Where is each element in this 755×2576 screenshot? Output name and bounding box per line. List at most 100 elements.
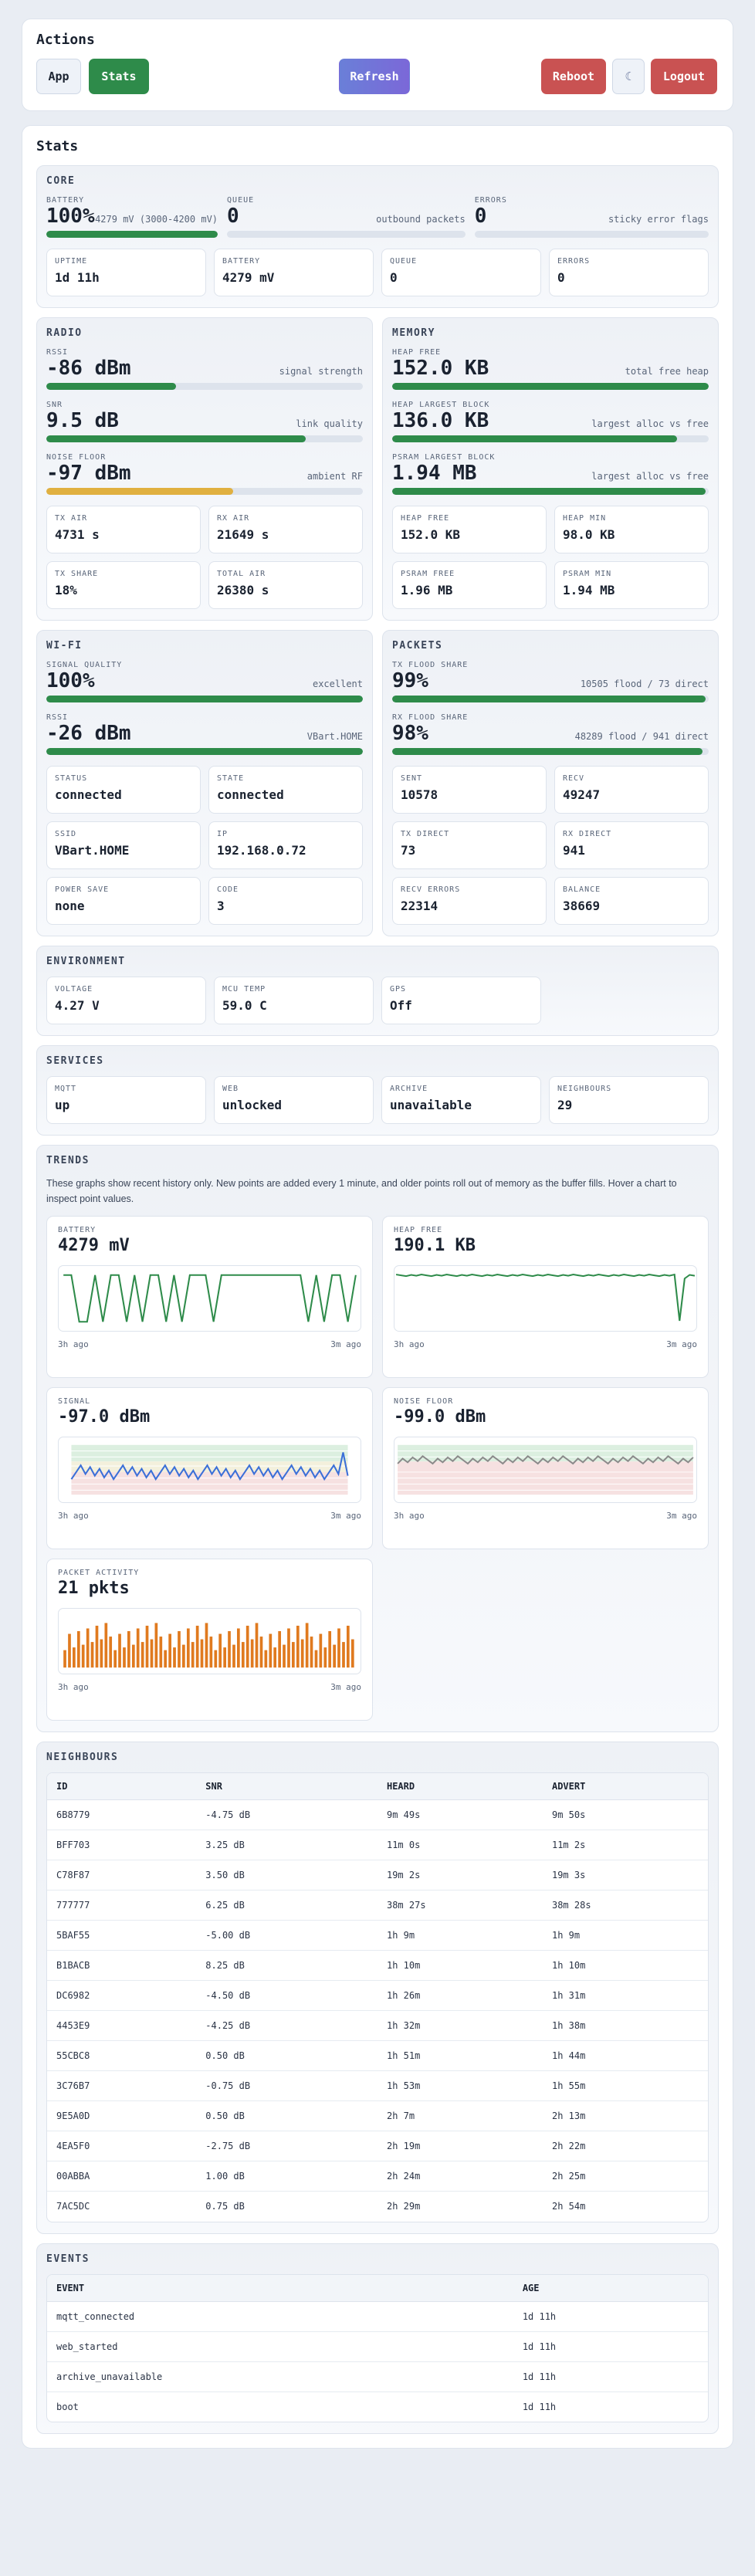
tile-status: STATUS connected <box>46 766 201 814</box>
neighbours-cell: -2.75 dB <box>196 2131 378 2161</box>
environment-section: ENVIRONMENT VOLTAGE 4.27 V MCU TEMP 59.0 C… <box>36 946 719 1036</box>
metric-note: ambient RF <box>306 471 363 482</box>
noise-chart-svg <box>397 1444 694 1495</box>
packet-activity-bar <box>191 1642 195 1668</box>
refresh-button[interactable]: Refresh <box>339 59 410 94</box>
packet-activity-bar <box>127 1631 130 1668</box>
packet-activity-bar <box>113 1650 117 1668</box>
tile-gps: GPS Off <box>381 977 541 1024</box>
packet-activity-bar <box>73 1647 76 1668</box>
core-metrics: BATTERY 100% 4279 mV (3000-4200 mV) QUEU… <box>46 196 709 238</box>
table-row: 4453E9 -4.25 dB 1h 32m 1h 38m <box>47 2010 708 2041</box>
packet-activity-bar <box>291 1642 295 1668</box>
metric-progress-bar <box>392 435 709 442</box>
metric-row: 9.5 dB link quality <box>46 409 363 432</box>
tile-value: unlocked <box>222 1098 283 1112</box>
stats-button[interactable]: Stats <box>89 59 149 94</box>
tile-label: TX DIRECT <box>401 830 450 838</box>
metric-row: 98% 48289 flood / 941 direct <box>392 722 709 745</box>
theme-toggle-moon-icon[interactable]: ☾ <box>612 59 645 94</box>
metric-value: 100% <box>46 205 95 228</box>
signal-chart[interactable] <box>58 1437 361 1503</box>
metric-value: 0 <box>474 205 487 228</box>
tile-label: HEAP MIN <box>563 514 607 523</box>
chart-value: -99.0 dBm <box>394 1407 486 1427</box>
reboot-button[interactable]: Reboot <box>541 59 606 94</box>
metric-value: -26 dBm <box>46 722 131 745</box>
heap-chart-card[interactable]: HEAP FREE 190.1 KB 3h ago 3m ago <box>382 1216 709 1378</box>
packets-metrics: TX FLOOD SHARE 99% 10505 flood / 73 direct… <box>392 661 709 755</box>
packet-activity-bar <box>310 1637 313 1668</box>
packets-section: PACKETS TX FLOOD SHARE 99% 10505 flood / 7… <box>382 630 719 936</box>
neighbours-cell: 1h 38m <box>542 2010 708 2041</box>
environment-tiles: VOLTAGE 4.27 V MCU TEMP 59.0 C GPS Off <box>46 977 709 1024</box>
metric-progress-bar <box>46 383 363 390</box>
neighbours-cell: 11m 2s <box>542 1830 708 1860</box>
neighbours-cell: 1.00 dB <box>196 2161 378 2192</box>
neighbours-cell: 9E5A0D <box>47 2100 197 2131</box>
neighbours-header-row: ID SNR HEARD ADVERT <box>47 1773 708 1800</box>
metric-note: largest alloc vs free <box>591 471 709 482</box>
metric-note: largest alloc vs free <box>591 418 709 429</box>
app-button[interactable]: App <box>36 59 81 94</box>
table-row: archive_unavailable 1d 11h <box>47 2361 708 2392</box>
wifi-metric: SIGNAL QUALITY 100% excellent <box>46 661 363 702</box>
metric-progress-fill <box>46 435 306 442</box>
metric-progress-fill <box>46 383 177 390</box>
metric-progress-bar <box>392 383 709 390</box>
memory-metric: HEAP FREE 152.0 KB total free heap <box>392 348 709 390</box>
neighbours-cell: 4EA5F0 <box>47 2131 197 2161</box>
neighbours-cell: 5BAF55 <box>47 1920 197 1951</box>
heap-chart[interactable] <box>394 1265 697 1332</box>
packet-activity-chart[interactable] <box>58 1608 361 1674</box>
packet-activity-chart-card[interactable]: PACKET ACTIVITY 21 pkts 3h ago 3m ago <box>46 1559 373 1721</box>
battery-chart-card[interactable]: BATTERY 4279 mV 3h ago 3m ago <box>46 1216 373 1378</box>
packet-activity-bar <box>323 1647 327 1668</box>
tile-value: 3 <box>217 899 225 913</box>
noise-chart-card[interactable]: NOISE FLOOR -99.0 dBm 3h ago 3m ago <box>382 1387 709 1549</box>
packet-activity-bar <box>245 1625 249 1668</box>
table-row: 5BAF55 -5.00 dB 1h 9m 1h 9m <box>47 1920 708 1951</box>
neighbours-column-header: SNR <box>196 1773 378 1800</box>
signal-chart-card[interactable]: SIGNAL -97.0 dBm 3h a <box>46 1387 373 1549</box>
table-row: web_started 1d 11h <box>47 2331 708 2362</box>
tile-power-save: POWER SAVE none <box>46 877 201 925</box>
events-header-row: EVENT AGE <box>47 2274 708 2302</box>
packet-activity-bar <box>342 1642 345 1668</box>
tile-label: NEIGHBOURS <box>557 1085 612 1093</box>
packet-activity-bar <box>228 1631 231 1668</box>
packet-activity-bar <box>287 1628 290 1668</box>
chart-value: 4279 mV <box>58 1236 130 1255</box>
metric-label: RSSI <box>46 348 69 357</box>
packet-activity-bar <box>141 1642 144 1668</box>
radio-metric: NOISE FLOOR -97 dBm ambient RF <box>46 453 363 495</box>
packet-activity-bar <box>232 1644 235 1668</box>
events-cell: archive_unavailable <box>47 2361 513 2392</box>
metric-progress-fill <box>392 696 706 702</box>
battery-chart[interactable] <box>58 1265 361 1332</box>
events-section: EVENTS EVENT AGE mqtt_connected 1d 11h web_… <box>36 2243 719 2434</box>
events-title: EVENTS <box>46 2253 90 2265</box>
neighbours-cell: 1h 51m <box>377 2040 543 2071</box>
battery-chart-svg <box>63 1274 357 1323</box>
tile-archive: ARCHIVE unavailable <box>381 1076 541 1124</box>
chart-label: HEAP FREE <box>394 1226 443 1234</box>
chart-value: 21 pkts <box>58 1579 130 1598</box>
metric-value: 1.94 MB <box>392 462 477 485</box>
noise-chart[interactable] <box>394 1437 697 1503</box>
table-row: 3C76B7 -0.75 dB 1h 53m 1h 55m <box>47 2070 708 2101</box>
tile-queue: QUEUE 0 <box>381 249 541 296</box>
tile-value: 941 <box>563 843 585 858</box>
packet-activity-bar <box>241 1642 245 1668</box>
metric-value: 99% <box>392 669 428 692</box>
packet-activity-bar <box>223 1647 227 1668</box>
logout-button[interactable]: Logout <box>651 59 717 94</box>
neighbours-column-header: ID <box>47 1773 197 1800</box>
metric-row: 100% excellent <box>46 669 363 692</box>
neighbours-cell: 9m 50s <box>542 1799 708 1830</box>
metric-note: outbound packets <box>376 214 466 225</box>
tile-label: TX SHARE <box>55 570 99 578</box>
metric-progress-fill <box>392 383 709 390</box>
neighbours-cell: 4453E9 <box>47 2010 197 2041</box>
tile-value: 1d 11h <box>55 270 100 285</box>
